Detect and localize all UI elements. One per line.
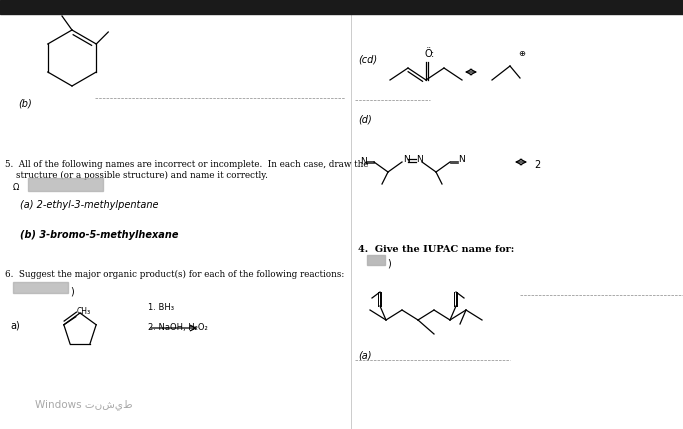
- Bar: [367, 255, 385, 265]
- Text: (b) 3-bromo-5-methylhexane: (b) 3-bromo-5-methylhexane: [20, 230, 178, 240]
- Text: Ö: Ö: [425, 49, 432, 59]
- Text: ): ): [387, 258, 391, 268]
- Text: N: N: [458, 155, 464, 164]
- Text: ⊕: ⊕: [518, 49, 525, 58]
- Text: N: N: [360, 157, 367, 166]
- Text: Windows تنشيط: Windows تنشيط: [35, 399, 133, 410]
- Text: :: :: [431, 49, 434, 59]
- Bar: [28, 178, 103, 191]
- Text: (d): (d): [358, 115, 372, 125]
- Text: N: N: [416, 155, 423, 164]
- Text: 2: 2: [534, 160, 540, 170]
- Text: Ω: Ω: [13, 183, 19, 192]
- Text: (a): (a): [358, 350, 372, 360]
- Text: ): ): [70, 286, 74, 296]
- Text: a): a): [10, 320, 20, 330]
- Text: 4.  Give the IUPAC name for:: 4. Give the IUPAC name for:: [358, 245, 514, 254]
- Text: (a) 2-ethyl-3-methylpentane: (a) 2-ethyl-3-methylpentane: [20, 200, 158, 210]
- Text: 5.  All of the following names are incorrect or incomplete.  In each case, draw : 5. All of the following names are incorr…: [5, 160, 369, 180]
- Text: 2. NaOH, H₂O₂: 2. NaOH, H₂O₂: [148, 323, 208, 332]
- Text: 1. BH₃: 1. BH₃: [148, 303, 174, 312]
- Text: (b): (b): [18, 98, 31, 108]
- Text: N: N: [403, 155, 410, 164]
- Bar: [13, 282, 68, 293]
- Bar: [0, 0, 683, 14]
- Text: (cd): (cd): [358, 55, 377, 65]
- Text: CH₃: CH₃: [76, 307, 91, 316]
- Text: 6.  Suggest the major organic product(s) for each of the following reactions:: 6. Suggest the major organic product(s) …: [5, 270, 344, 279]
